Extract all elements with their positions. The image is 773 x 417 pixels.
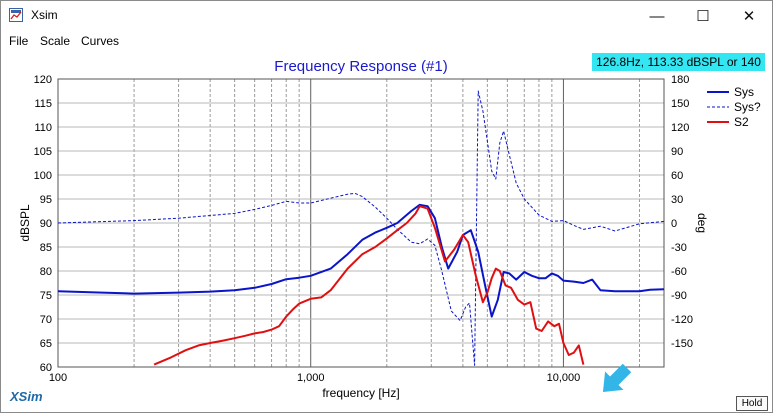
y-tick-label: 105 — [34, 146, 52, 158]
y-tick-label: 100 — [34, 170, 52, 182]
chart-area: 60 65 70 75 80 85 90 95 100 105 110 115 120 -150 -120 -… — [1, 51, 772, 412]
xsim-logo: XSim — [10, 389, 43, 404]
y-tick-label: 90 — [40, 218, 52, 230]
chart-title: Frequency Response (#1) — [274, 58, 447, 75]
legend-label: Sys? — [734, 100, 761, 114]
legend-label: Sys — [734, 85, 754, 99]
y2-tick-label: 0 — [671, 218, 677, 230]
y-axis-label: dBSPL — [18, 204, 32, 242]
y2-tick-label: -90 — [671, 290, 687, 302]
menu-scale[interactable]: Scale — [40, 34, 71, 48]
y2-tick-label: -60 — [671, 266, 687, 278]
y-tick-label: 75 — [40, 290, 52, 302]
y2-tick-label: -150 — [671, 338, 693, 350]
y-tick-label: 60 — [40, 362, 52, 374]
y2-tick-label: 60 — [671, 170, 683, 182]
menu-bar: File Scale Curves — [1, 31, 772, 51]
maximize-icon: ☐ — [696, 8, 710, 25]
y-tick-label: 115 — [34, 98, 52, 110]
y-tick-label: 70 — [40, 314, 52, 326]
y-tick-label: 80 — [40, 266, 52, 278]
y2-axis-label: deg — [695, 213, 709, 233]
x-tick-label: 100 — [49, 372, 67, 384]
maximize-button[interactable]: ☐ — [680, 1, 726, 31]
series-sys-phase-line — [58, 90, 664, 366]
y2-tick-label: 120 — [671, 122, 689, 134]
legend-label: S2 — [734, 115, 749, 129]
y2-tick-label: 90 — [671, 146, 683, 158]
y2-tick-label: 180 — [671, 74, 689, 86]
minimize-icon: — — [649, 7, 665, 25]
app-icon — [9, 8, 23, 22]
x-axis-label: frequency [Hz] — [322, 386, 399, 400]
y-tick-label: 110 — [34, 122, 52, 134]
y-tick-label: 120 — [34, 74, 52, 86]
menu-file[interactable]: File — [9, 34, 29, 48]
window-title: Xsim — [31, 8, 58, 22]
y-tick-label: 85 — [40, 242, 52, 254]
annotation-arrow-icon — [602, 363, 632, 393]
y2-tick-label: -30 — [671, 242, 687, 254]
frequency-response-chart[interactable]: 60 65 70 75 80 85 90 95 100 105 110 115 120 -150 -120 -… — [1, 51, 772, 412]
x-tick-label: 1,000 — [297, 372, 325, 384]
y2-tick-label: 30 — [671, 194, 683, 206]
close-button[interactable]: ✕ — [726, 1, 772, 31]
minimize-button[interactable]: — — [634, 1, 680, 31]
y-tick-label: 95 — [40, 194, 52, 206]
title-bar: Xsim — ☐ ✕ — [1, 1, 772, 31]
y2-tick-label: -120 — [671, 314, 693, 326]
menu-curves[interactable]: Curves — [81, 34, 120, 48]
y-tick-label: 65 — [40, 338, 52, 350]
cursor-readout: 126.8Hz, 113.33 dBSPL or 140 — [592, 53, 765, 71]
y2-tick-label: 150 — [671, 98, 689, 110]
hold-button[interactable]: Hold — [736, 396, 768, 411]
series-s2-line — [153, 205, 585, 366]
close-icon: ✕ — [742, 8, 756, 25]
x-tick-label: 10,000 — [547, 372, 581, 384]
